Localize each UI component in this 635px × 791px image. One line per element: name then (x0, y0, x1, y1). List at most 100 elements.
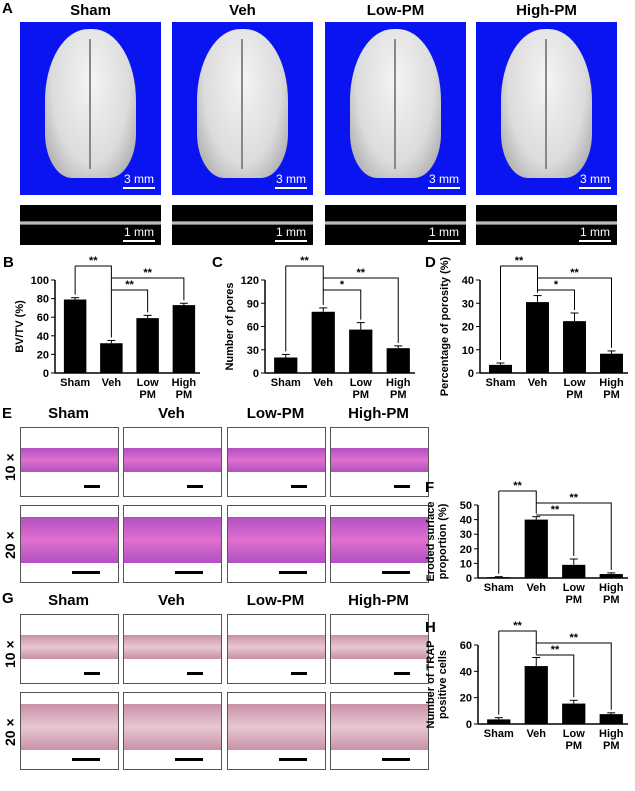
micrograph-10x (20, 614, 119, 684)
chart-d: D 0 10 20 30 40 Percentage of porosity (%) Sham… (425, 254, 628, 401)
scale-bar-label: 1 mm (276, 225, 306, 239)
bar (600, 353, 623, 373)
group-title: High-PM (348, 405, 409, 422)
category-label: Sham (60, 377, 90, 389)
bar (487, 577, 511, 578)
bar (599, 574, 623, 578)
tissue-section (331, 704, 428, 750)
group-title: Sham (70, 2, 111, 19)
tissue-section (21, 704, 118, 750)
bar (526, 302, 549, 373)
scale-bar-label: 1 mm (429, 225, 459, 239)
scale-bar (175, 571, 203, 574)
significance-bracket (536, 502, 612, 570)
bar (563, 321, 586, 373)
micrograph-20x (20, 692, 119, 770)
panel-label: D (425, 254, 436, 271)
scale-bar-label: 3 mm (429, 172, 459, 186)
y-tick-label: 40 (460, 515, 472, 527)
microct-cross-section-image: 1 mm (476, 205, 617, 245)
category-label: High PM (386, 377, 411, 401)
bar (274, 357, 298, 373)
micrograph-10x (123, 614, 222, 684)
skull-suture (545, 39, 548, 170)
scale-bar (187, 485, 203, 488)
category-label: Low PM (350, 377, 372, 401)
y-tick-label: 40 (460, 666, 472, 678)
tissue-section (331, 448, 428, 473)
microct-skull-image: 3 mm (172, 22, 313, 195)
tissue-section (228, 517, 325, 563)
y-tick-label: 60 (460, 640, 472, 652)
tissue-section (124, 517, 221, 563)
category-label: Sham (271, 377, 301, 389)
micrograph-10x (330, 427, 429, 497)
scale-bar-3mm: 3 mm (275, 172, 307, 189)
micrograph-10x (227, 614, 326, 684)
group-title: Veh (229, 2, 256, 19)
micrograph-20x (123, 692, 222, 770)
panel-label: H (425, 619, 436, 636)
significance-label: ** (356, 267, 365, 279)
significance-label: ** (570, 267, 579, 279)
significance-bracket (536, 654, 575, 698)
significance-label: ** (125, 279, 134, 291)
significance-bracket (537, 289, 575, 311)
tissue-section (124, 635, 221, 660)
chart-f: F 0 10 20 30 40 50 Eroded surfaceproportion (%)… (425, 479, 628, 606)
significance-label: ** (513, 480, 522, 492)
scale-bar-1mm: 1 mm (275, 225, 307, 242)
group-title: Veh (158, 592, 185, 609)
y-axis-label: Eroded surfaceproportion (%) (425, 501, 449, 581)
y-tick-label: 90 (247, 298, 259, 310)
scale-bar (187, 672, 203, 675)
category-label: High PM (172, 377, 197, 401)
y-tick-label: 20 (462, 322, 474, 334)
scale-bar-label: 3 mm (276, 172, 306, 186)
significance-label: ** (569, 632, 578, 644)
panel-label: B (3, 254, 14, 271)
category-label: High PM (599, 377, 624, 401)
category-label: Low PM (137, 377, 159, 401)
significance-bracket (111, 289, 149, 313)
skull-suture (394, 39, 397, 170)
scale-bar-1mm: 1 mm (123, 225, 155, 242)
panel-label-g: G (2, 590, 14, 607)
significance-label: ** (143, 267, 152, 279)
scale-bar (291, 485, 307, 488)
scale-bar-label: 3 mm (124, 172, 154, 186)
micrograph-20x (227, 692, 326, 770)
significance-bracket (537, 277, 612, 348)
scale-bar (279, 758, 307, 761)
category-label: Low PM (564, 377, 586, 401)
bar (136, 318, 159, 373)
group-title: Low-PM (246, 405, 305, 422)
tissue-section (228, 704, 325, 750)
y-axis-label: Number of TRAPpositive cells (425, 641, 449, 729)
category-label: Veh (526, 582, 546, 594)
significance-bracket (75, 265, 112, 338)
scale-bar (291, 672, 307, 675)
scale-bar (84, 485, 100, 488)
significance-bracket (285, 265, 324, 305)
category-label: Sham (484, 728, 514, 740)
category-label: Veh (526, 728, 546, 740)
y-tick-label: 20 (460, 693, 472, 705)
significance-bracket (498, 630, 537, 655)
y-tick-label: 80 (37, 294, 49, 306)
microct-skull-image: 3 mm (20, 22, 161, 195)
y-tick-label: 60 (37, 312, 49, 324)
y-tick-label: 10 (460, 558, 472, 570)
y-tick-label: 0 (468, 368, 474, 380)
scale-bar (279, 571, 307, 574)
scale-bar-line (579, 240, 611, 242)
scale-bar-1mm: 1 mm (579, 225, 611, 242)
y-tick-label: 20 (37, 349, 49, 361)
bar (349, 329, 373, 373)
chart-b: B 0 20 40 60 80 100 BV/TV (%) Sham Veh Low PM High PM… (3, 254, 200, 401)
scale-bar-line (275, 240, 307, 242)
scale-bar-3mm: 3 mm (123, 172, 155, 189)
significance-label: ** (300, 255, 309, 267)
group-title: High-PM (516, 2, 577, 19)
scale-bar-line (123, 240, 155, 242)
